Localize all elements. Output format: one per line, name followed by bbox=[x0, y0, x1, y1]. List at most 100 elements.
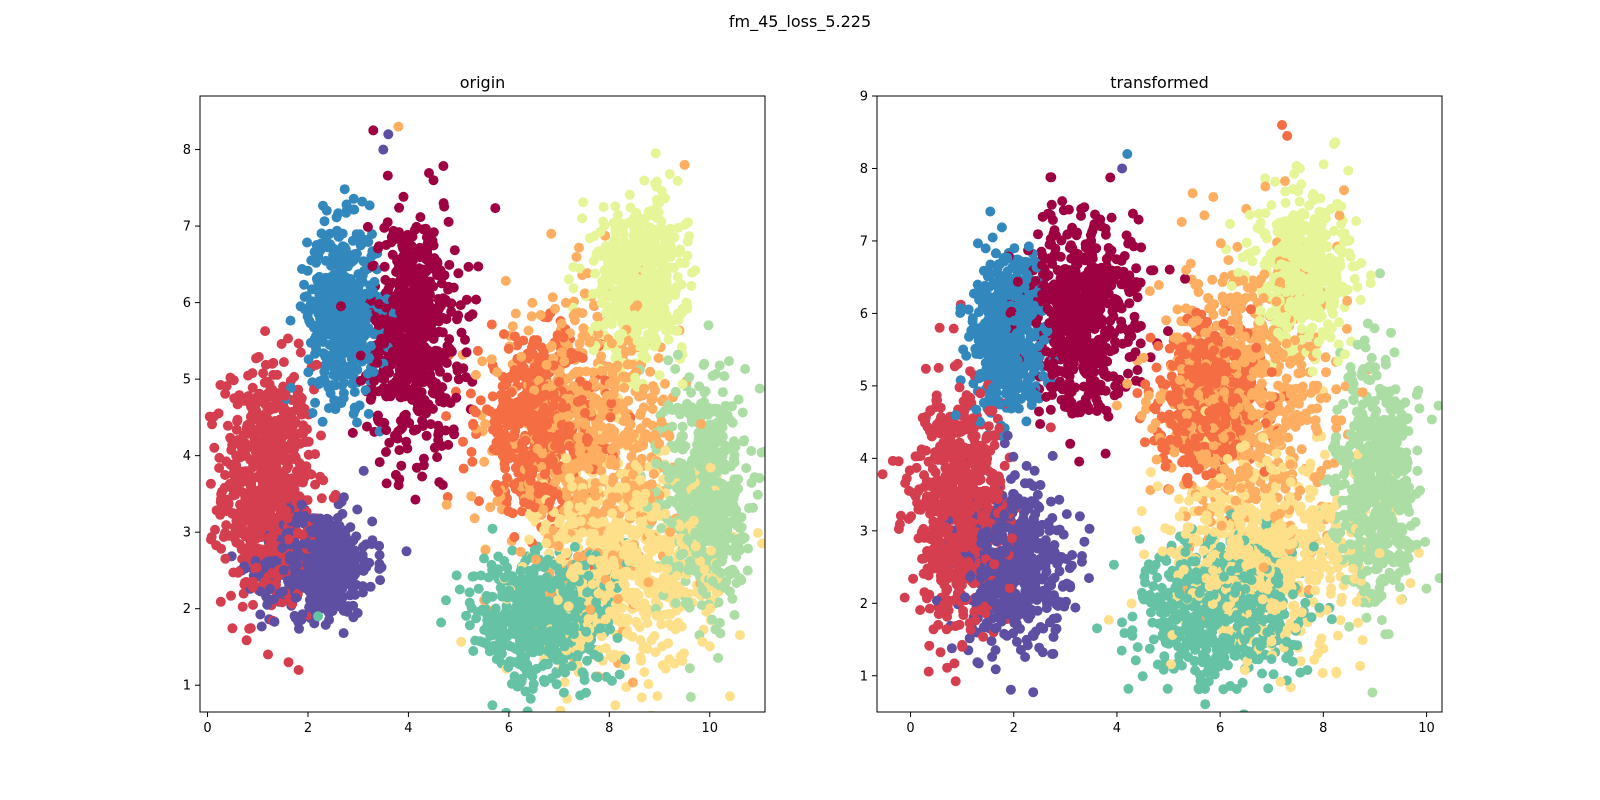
scatter-point bbox=[497, 381, 508, 392]
scatter-point bbox=[411, 462, 422, 473]
scatter-point bbox=[468, 646, 479, 656]
scatter-point bbox=[493, 551, 504, 562]
scatter-point bbox=[498, 329, 509, 340]
scatter-point bbox=[441, 411, 452, 422]
scatter-point bbox=[699, 397, 710, 407]
scatter-point bbox=[546, 340, 557, 351]
scatter-point bbox=[670, 364, 681, 374]
scatter-point bbox=[676, 434, 686, 445]
scatter-point bbox=[303, 367, 314, 378]
scatter-point bbox=[527, 512, 538, 523]
scatter-point bbox=[716, 552, 727, 563]
scatter-point bbox=[247, 368, 258, 379]
scatter-point bbox=[560, 297, 571, 308]
scatter-point bbox=[385, 280, 396, 290]
scatter-point bbox=[461, 347, 472, 358]
scatter-point bbox=[374, 540, 385, 551]
scatter-point bbox=[740, 364, 751, 374]
scatter-point bbox=[713, 652, 724, 663]
scatter-point bbox=[244, 623, 255, 634]
scatter-point bbox=[465, 388, 476, 399]
scatter-point bbox=[644, 314, 654, 325]
scatter-point bbox=[237, 601, 248, 612]
scatter-point bbox=[704, 641, 715, 652]
scatter-point bbox=[471, 294, 482, 305]
scatter-point bbox=[470, 369, 481, 380]
scatter-point bbox=[579, 288, 590, 299]
scatter-point bbox=[584, 233, 595, 244]
scatter-point bbox=[729, 610, 740, 620]
scatter-point bbox=[318, 475, 329, 486]
scatter-point bbox=[278, 357, 289, 368]
scatter-point bbox=[216, 543, 227, 554]
scatter-point bbox=[332, 225, 342, 236]
scatter-point bbox=[664, 431, 675, 442]
scatter-point bbox=[527, 297, 538, 308]
scatter-point bbox=[303, 449, 314, 460]
scatter-point bbox=[648, 469, 659, 479]
scatter-point bbox=[635, 474, 646, 485]
scatter-point bbox=[320, 619, 331, 630]
scatter-point bbox=[283, 534, 294, 545]
scatter-point bbox=[588, 367, 599, 378]
scatter-point bbox=[677, 444, 688, 455]
scatter-point bbox=[517, 360, 527, 371]
scatter-point bbox=[707, 370, 718, 381]
scatter-point bbox=[559, 677, 570, 688]
scatter-point bbox=[283, 333, 293, 344]
scatter-point bbox=[255, 609, 266, 620]
scatter-point bbox=[339, 184, 350, 195]
scatter-point bbox=[428, 227, 439, 238]
scatter-point bbox=[272, 369, 283, 380]
scatter-point bbox=[241, 635, 252, 646]
scatter-point bbox=[577, 527, 588, 538]
scatter-point bbox=[348, 600, 359, 611]
scatter-point bbox=[323, 329, 334, 340]
scatter-point bbox=[741, 463, 752, 474]
scatter-point bbox=[646, 225, 656, 235]
scatter-point bbox=[251, 434, 262, 445]
scatter-point bbox=[551, 654, 562, 665]
scatter-point bbox=[229, 464, 240, 475]
scatter-point bbox=[627, 529, 638, 540]
scatter-point bbox=[417, 415, 428, 426]
scatter-point bbox=[574, 263, 585, 274]
scatter-point bbox=[493, 422, 504, 433]
scatter-point bbox=[479, 456, 490, 467]
scatter-point bbox=[707, 576, 718, 587]
scatter-point bbox=[381, 425, 392, 436]
scatter-point bbox=[507, 321, 518, 332]
scatter-point bbox=[441, 595, 451, 606]
scatter-point bbox=[363, 408, 374, 419]
scatter-point bbox=[303, 436, 314, 447]
scatter-point bbox=[316, 430, 326, 441]
scatter-point bbox=[434, 326, 445, 337]
scatter-point bbox=[488, 444, 499, 454]
scatter-point bbox=[596, 453, 607, 464]
scatter-point bbox=[504, 453, 515, 464]
scatter-point bbox=[258, 368, 269, 379]
scatter-point bbox=[707, 614, 717, 625]
scatter-point bbox=[649, 429, 660, 440]
scatter-point bbox=[748, 502, 758, 513]
scatter-point bbox=[367, 516, 378, 527]
scatter-point bbox=[410, 494, 421, 505]
scatter-point bbox=[594, 250, 605, 261]
scatter-point bbox=[650, 148, 661, 159]
scatter-point bbox=[455, 300, 466, 311]
scatter-point bbox=[262, 376, 273, 387]
scatter-point bbox=[365, 581, 376, 592]
scatter-point bbox=[532, 335, 543, 346]
scatter-point bbox=[645, 366, 656, 377]
scatter-point bbox=[232, 414, 243, 425]
scatter-point bbox=[295, 347, 306, 358]
scatter-point bbox=[347, 588, 357, 599]
scatter-point bbox=[754, 383, 765, 394]
scatter-point bbox=[324, 339, 335, 350]
scatter-point bbox=[650, 333, 661, 344]
scatter-point bbox=[515, 565, 526, 576]
scatter-point bbox=[472, 606, 483, 617]
scatter-point bbox=[624, 510, 635, 521]
scatter-point bbox=[686, 280, 697, 291]
scatter-point bbox=[559, 641, 570, 652]
